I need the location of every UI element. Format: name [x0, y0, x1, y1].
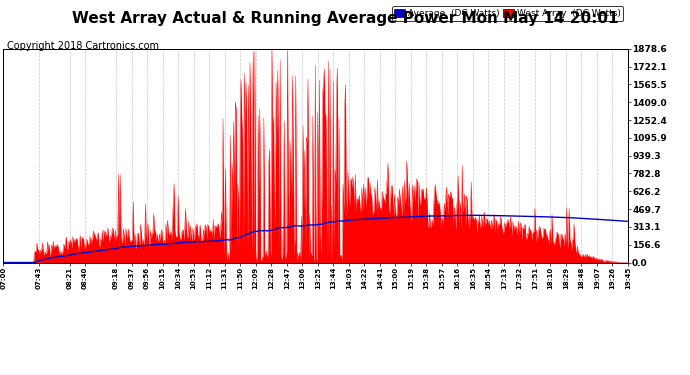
- Legend: Average  (DC Watts), West Array  (DC Watts): Average (DC Watts), West Array (DC Watts…: [392, 6, 623, 21]
- Text: West Array Actual & Running Average Power Mon May 14 20:01: West Array Actual & Running Average Powe…: [72, 11, 618, 26]
- Text: Copyright 2018 Cartronics.com: Copyright 2018 Cartronics.com: [7, 41, 159, 51]
